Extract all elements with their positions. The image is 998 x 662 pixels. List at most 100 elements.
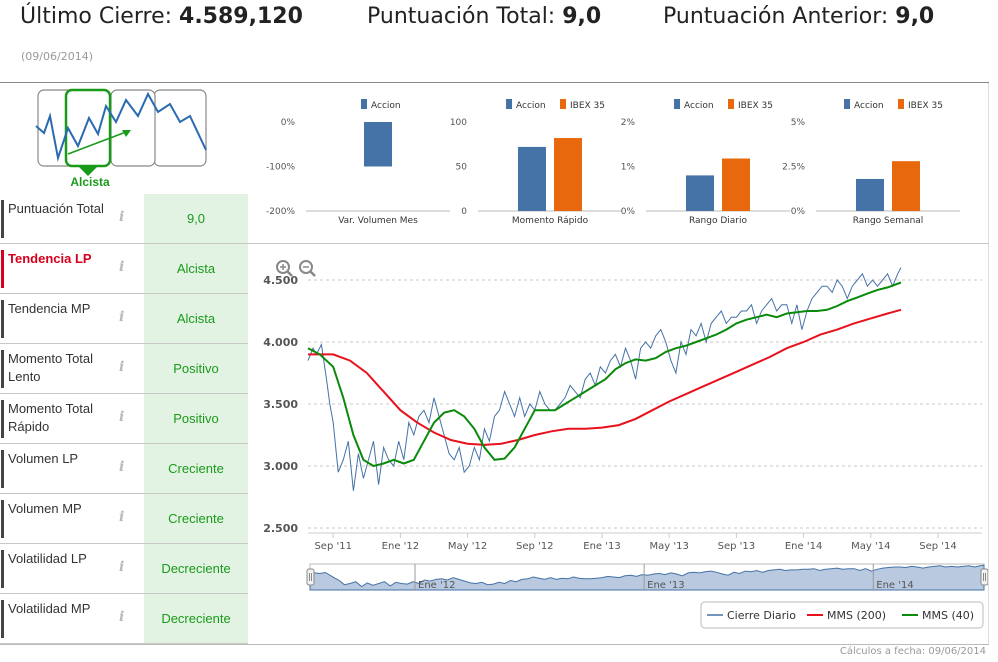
indicator-row[interactable]: Volatilidad LP i Decreciente xyxy=(0,544,248,594)
info-icon[interactable]: i xyxy=(119,309,125,325)
legend-swatch xyxy=(844,99,850,109)
indicator-row[interactable]: Volumen MP i Creciente xyxy=(0,494,248,544)
x-tick-label: Sep '14 xyxy=(919,541,957,552)
legend-label: MMS (200) xyxy=(827,609,886,622)
indicator-value: Alcista xyxy=(144,244,248,293)
x-tick-label: May '12 xyxy=(448,541,487,552)
mini-chart-title: Rango Diario xyxy=(689,216,748,226)
indicator-row[interactable]: Tendencia LP i Alcista xyxy=(0,244,248,294)
y-tick-label: 3.000 xyxy=(263,460,298,473)
ultimo-cierre: Último Cierre: 4.589,120 xyxy=(20,4,303,29)
bar-ibex-35[interactable] xyxy=(722,158,750,211)
info-icon[interactable]: i xyxy=(119,409,125,425)
header-divider xyxy=(0,82,989,83)
puntuacion-anterior: Puntuación Anterior: 9,0 xyxy=(663,4,934,29)
legend-item[interactable]: Cierre Diario xyxy=(707,609,796,622)
y-tick-label: -100% xyxy=(266,163,295,173)
legend-label: Accion xyxy=(516,101,546,111)
legend-label: IBEX 35 xyxy=(570,101,605,111)
x-tick-label: Ene '13 xyxy=(583,541,620,552)
header-date: (09/06/2014) xyxy=(21,50,93,63)
price-chart: 4.500 4.000 3.500 3.000 2.500 Sep '11 Ene '12 M… xyxy=(263,260,988,629)
y-tick-label: 0% xyxy=(621,207,636,217)
bar-accion[interactable] xyxy=(856,178,884,211)
indicator-value: Decreciente xyxy=(144,594,248,643)
chart-legend: Cierre Diario MMS (200) MMS (40) xyxy=(700,601,984,629)
series-mms-200-[interactable] xyxy=(308,308,902,446)
footer-divider xyxy=(0,644,989,645)
legend-label: Cierre Diario xyxy=(727,609,796,622)
indicator-label: Volumen MP xyxy=(1,500,111,538)
y-tick-label: 2% xyxy=(621,118,636,128)
x-tick-label: Sep '11 xyxy=(314,541,352,552)
y-tick-label: 5% xyxy=(791,118,806,128)
legend-swatch xyxy=(898,99,904,109)
indicator-row[interactable]: Volumen LP i Creciente xyxy=(0,444,248,494)
mini-chart-title: Rango Semanal xyxy=(853,216,924,226)
navigator-label: Ene '13 xyxy=(647,580,684,591)
zoom-in-icon[interactable] xyxy=(276,260,293,277)
y-tick-label: 4.000 xyxy=(263,336,298,349)
chart-divider xyxy=(248,243,989,244)
info-icon[interactable]: i xyxy=(119,509,125,525)
legend-swatch xyxy=(728,99,734,109)
calc-date: Cálculos a fecha: 09/06/2014 xyxy=(839,646,986,657)
indicator-label: Momento Total Lento xyxy=(1,350,111,388)
zoom-out-icon[interactable] xyxy=(299,260,316,277)
puntuacion-total-value: 9,0 xyxy=(562,4,602,29)
indicator-value: Positivo xyxy=(144,394,248,443)
x-tick-label: May '14 xyxy=(851,541,890,552)
legend-label: Accion xyxy=(684,101,714,111)
info-icon[interactable]: i xyxy=(119,559,125,575)
indicator-value: Creciente xyxy=(144,494,248,543)
indicator-row[interactable]: Puntuación Total i 9,0 xyxy=(0,194,248,244)
info-icon[interactable]: i xyxy=(119,459,125,475)
indicator-value: Positivo xyxy=(144,344,248,393)
legend-label: MMS (40) xyxy=(922,609,974,622)
mini-chart-1: Accion 0% -100% -200% Var. Volumen Mes xyxy=(266,99,450,226)
navigator[interactable]: Ene '12 Ene '13 Ene '14 xyxy=(306,563,988,591)
mini-chart-title: Var. Volumen Mes xyxy=(338,216,418,226)
navigator-label: Ene '12 xyxy=(418,580,455,591)
bar-ibex-35[interactable] xyxy=(554,138,582,211)
indicator-row[interactable]: Momento Total Rápido i Positivo xyxy=(0,394,248,444)
info-icon[interactable]: i xyxy=(119,609,125,625)
legend-swatch xyxy=(361,99,367,109)
legend-item[interactable]: MMS (40) xyxy=(902,609,974,622)
indicator-value: Creciente xyxy=(144,444,248,493)
legend-item[interactable]: MMS (200) xyxy=(807,609,886,622)
y-tick-label: 0% xyxy=(281,118,296,128)
bar-ibex-35[interactable] xyxy=(892,161,920,211)
y-tick-label: 0 xyxy=(461,207,467,217)
bar-accion[interactable] xyxy=(518,146,546,211)
x-tick-label: Sep '13 xyxy=(718,541,756,552)
y-tick-label: 50 xyxy=(456,163,468,173)
mini-chart-3: Accion IBEX 35 2% 1% 0% Rango Diario xyxy=(621,99,790,226)
info-icon[interactable]: i xyxy=(119,359,125,375)
indicator-label: Momento Total Rápido xyxy=(1,400,111,438)
info-icon[interactable]: i xyxy=(119,259,125,275)
indicator-label: Volatilidad MP xyxy=(1,600,111,638)
navigator-handle[interactable] xyxy=(980,568,988,586)
indicator-label: Puntuación Total xyxy=(1,200,111,238)
bar-accion[interactable] xyxy=(364,122,392,167)
indicator-row[interactable]: Volatilidad MP i Decreciente xyxy=(0,594,248,644)
navigator-handle[interactable] xyxy=(306,568,315,586)
trend-signal-icon xyxy=(35,88,207,176)
indicator-label: Tendencia MP xyxy=(1,300,111,338)
info-icon[interactable]: i xyxy=(119,209,125,225)
indicator-row[interactable]: Tendencia MP i Alcista xyxy=(0,294,248,344)
bar-accion[interactable] xyxy=(686,175,714,211)
legend-swatch xyxy=(560,99,566,109)
y-tick-label: 4.500 xyxy=(263,274,298,287)
indicator-row[interactable]: Momento Total Lento i Positivo xyxy=(0,344,248,394)
puntuacion-total-label: Puntuación Total: xyxy=(367,4,556,29)
y-tick-label: 2.500 xyxy=(263,522,298,535)
series-mms-40-[interactable] xyxy=(307,281,902,468)
puntuacion-anterior-label: Puntuación Anterior: xyxy=(663,4,889,29)
y-tick-label: 1% xyxy=(621,163,636,173)
x-tick-label: Ene '12 xyxy=(382,541,419,552)
series-cierre-diario[interactable] xyxy=(307,267,902,491)
x-tick-label: May '13 xyxy=(650,541,689,552)
